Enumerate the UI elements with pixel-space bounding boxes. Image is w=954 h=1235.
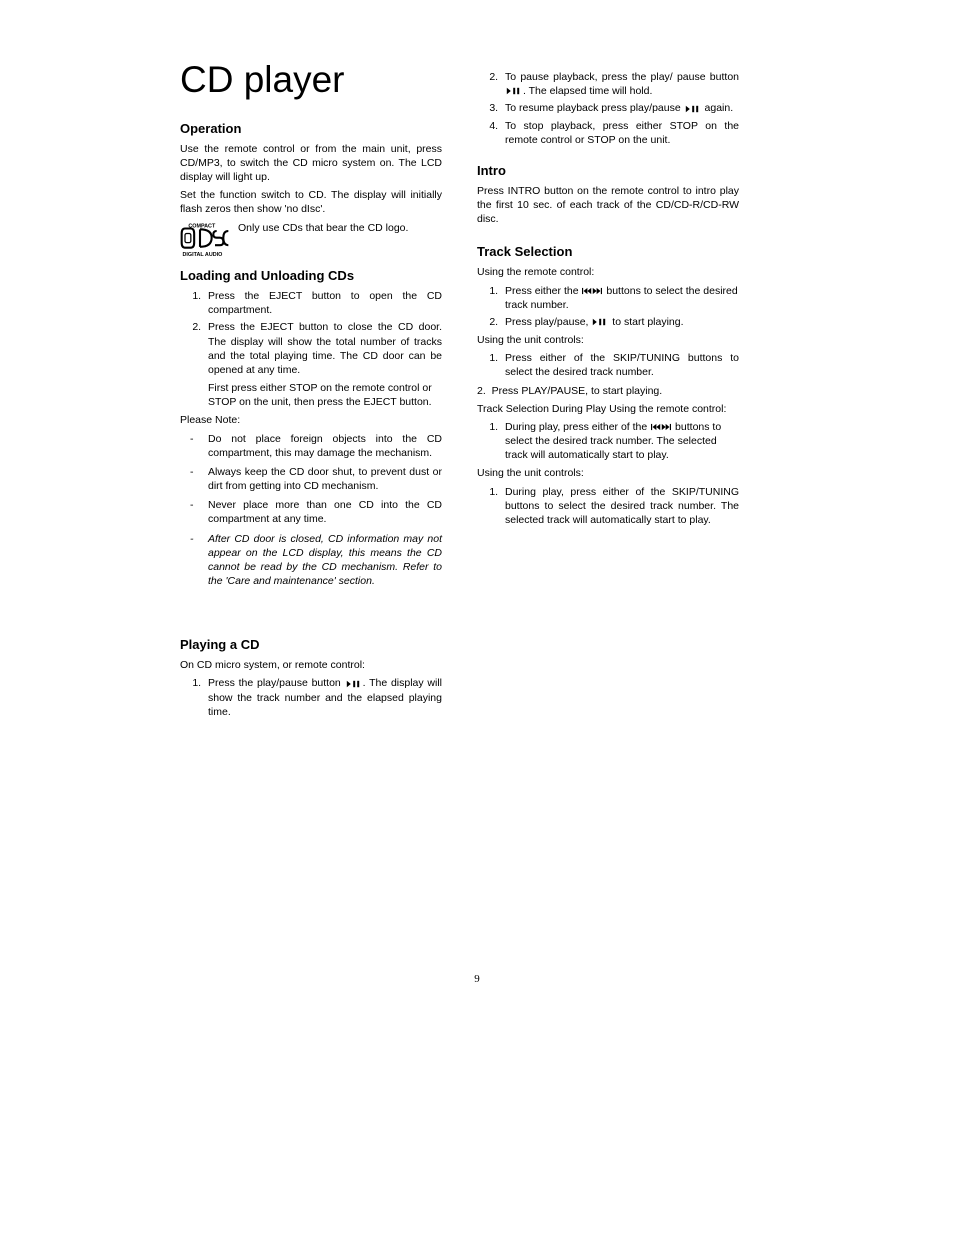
playing-list-left: Press the play/pause button . The displa… (180, 676, 442, 719)
page-number: 9 (0, 973, 954, 985)
heading-track-selection: Track Selection (477, 244, 739, 259)
play-pause-icon (685, 105, 701, 113)
left-column: CD player Operation Use the remote contr… (180, 60, 442, 723)
please-note-label: Please Note: (180, 413, 442, 427)
track-li5: During play, press either of the buttons… (501, 420, 739, 463)
play-pause-icon (592, 318, 608, 326)
track-list-2: Press either of the SKIP/TUNING buttons … (477, 351, 739, 379)
track-li1: Press either the buttons to select the d… (501, 284, 739, 312)
play-pause-icon (506, 87, 522, 95)
heading-intro: Intro (477, 163, 739, 178)
track-li4: 2. Press PLAY/PAUSE, to start playing. (477, 384, 739, 398)
skip-prev-next-icon (582, 287, 602, 295)
svg-text:DIGITAL AUDIO: DIGITAL AUDIO (183, 252, 223, 258)
compact-disc-logo-icon: COMPACT DIGITAL AUDIO (180, 221, 230, 259)
track-list-1: Press either the buttons to select the d… (477, 284, 739, 330)
loading-item-2: Press the EJECT button to close the CD d… (204, 320, 442, 409)
skip-prev-next-icon (651, 423, 671, 431)
playing-item-3: To resume playback press play/pause agai… (501, 101, 739, 115)
track-list-3: During play, press either of the buttons… (477, 420, 739, 463)
track-p3: Track Selection During Play Using the re… (477, 402, 739, 416)
note-italic: After CD door is closed, CD information … (180, 532, 442, 589)
notes-list: Do not place foreign objects into the CD… (180, 432, 442, 589)
track-li3: Press either of the SKIP/TUNING buttons … (501, 351, 739, 379)
track-p2: Using the unit controls: (477, 333, 739, 347)
playing-item-1: Press the play/pause button . The displa… (204, 676, 442, 719)
cd-logo-text: Only use CDs that bear the CD logo. (238, 221, 442, 235)
play-pause-icon (346, 680, 362, 688)
page-title: CD player (180, 60, 442, 101)
note-1: Do not place foreign objects into the CD… (180, 432, 442, 460)
page: CD player Operation Use the remote contr… (0, 0, 954, 743)
operation-p1: Use the remote control or from the main … (180, 142, 442, 185)
track-li2: Press play/pause, to start playing. (501, 315, 739, 329)
heading-playing: Playing a CD (180, 637, 442, 652)
operation-p2: Set the function switch to CD. The displ… (180, 188, 442, 216)
heading-operation: Operation (180, 121, 442, 136)
playing-intro: On CD micro system, or remote control: (180, 658, 442, 672)
track-li6: During play, press either of the SKIP/TU… (501, 485, 739, 528)
heading-loading: Loading and Unloading CDs (180, 268, 442, 283)
track-p1: Using the remote control: (477, 265, 739, 279)
track-list-4: During play, press either of the SKIP/TU… (477, 485, 739, 528)
playing-list-right: To pause playback, press the play/ pause… (477, 70, 739, 147)
track-p4: Using the unit controls: (477, 466, 739, 480)
note-2: Always keep the CD door shut, to prevent… (180, 465, 442, 493)
loading-item-1: Press the EJECT button to open the CD co… (204, 289, 442, 317)
loading-list: Press the EJECT button to open the CD co… (180, 289, 442, 409)
playing-item-2: To pause playback, press the play/ pause… (501, 70, 739, 98)
intro-p: Press INTRO button on the remote control… (477, 184, 739, 227)
cd-logo-row: COMPACT DIGITAL AUDIO Only use CDs that … (180, 221, 442, 259)
playing-item-4: To stop playback, press either STOP on t… (501, 119, 739, 147)
note-3: Never place more than one CD into the CD… (180, 498, 442, 526)
right-column: To pause playback, press the play/ pause… (477, 60, 739, 723)
